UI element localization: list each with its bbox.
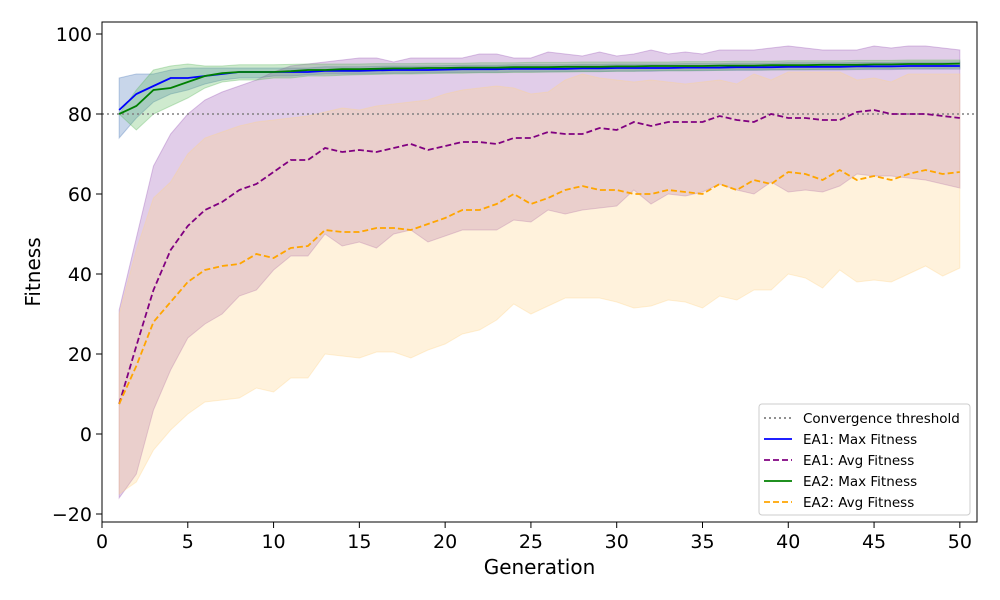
ea2-max-fitness-line [118, 62, 960, 115]
y-tick-label: 0 [80, 424, 92, 446]
ea1-avg-fitness-band [118, 45, 961, 500]
legend-label-ea1-avg-fitness: EA1: Avg Fitness [803, 453, 914, 469]
y-axis-label: Fitness [21, 237, 45, 306]
x-tick-label: 15 [347, 531, 371, 553]
x-tick-label: 35 [690, 531, 714, 553]
x-tick-label: 5 [182, 531, 194, 553]
y-axis-ticks: −20 0 20 40 60 80 100 [52, 24, 102, 526]
legend-label-ea2-max-fitness: EA2: Max Fitness [803, 474, 917, 490]
ea2-avg-fitness-line [118, 168, 960, 405]
y-tick-label: 80 [68, 104, 92, 126]
x-tick-label: 40 [776, 531, 800, 553]
plot-frame [101, 21, 978, 523]
x-axis-label: Generation [484, 555, 596, 579]
y-tick-label: 20 [68, 344, 92, 366]
x-tick-label: 10 [261, 531, 285, 553]
legend-box [758, 403, 971, 516]
legend: Convergence threshold EA1: Max Fitness EA1… [758, 403, 971, 516]
ea2-avg-fitness-band [118, 71, 961, 495]
legend-label-convergence-threshold: Convergence threshold [803, 411, 960, 427]
x-tick-label: 0 [96, 531, 108, 553]
y-tick-label: −20 [52, 504, 92, 526]
y-tick-label: 40 [68, 264, 92, 286]
x-tick-label: 45 [862, 531, 886, 553]
legend-label-ea2-avg-fitness: EA2: Avg Fitness [803, 495, 914, 511]
ea1-max-fitness-band [118, 61, 961, 140]
x-axis-ticks: 0 5 10 15 20 25 30 35 40 45 50 [96, 522, 972, 553]
y-tick-label: 60 [68, 184, 92, 206]
x-tick-label: 20 [433, 531, 457, 553]
lines-layer [118, 62, 960, 405]
x-tick-label: 25 [519, 531, 543, 553]
x-tick-label: 50 [948, 531, 972, 553]
y-tick-label: 100 [56, 24, 92, 46]
legend-label-ea1-max-fitness: EA1: Max Fitness [803, 432, 917, 448]
x-tick-label: 30 [605, 531, 629, 553]
